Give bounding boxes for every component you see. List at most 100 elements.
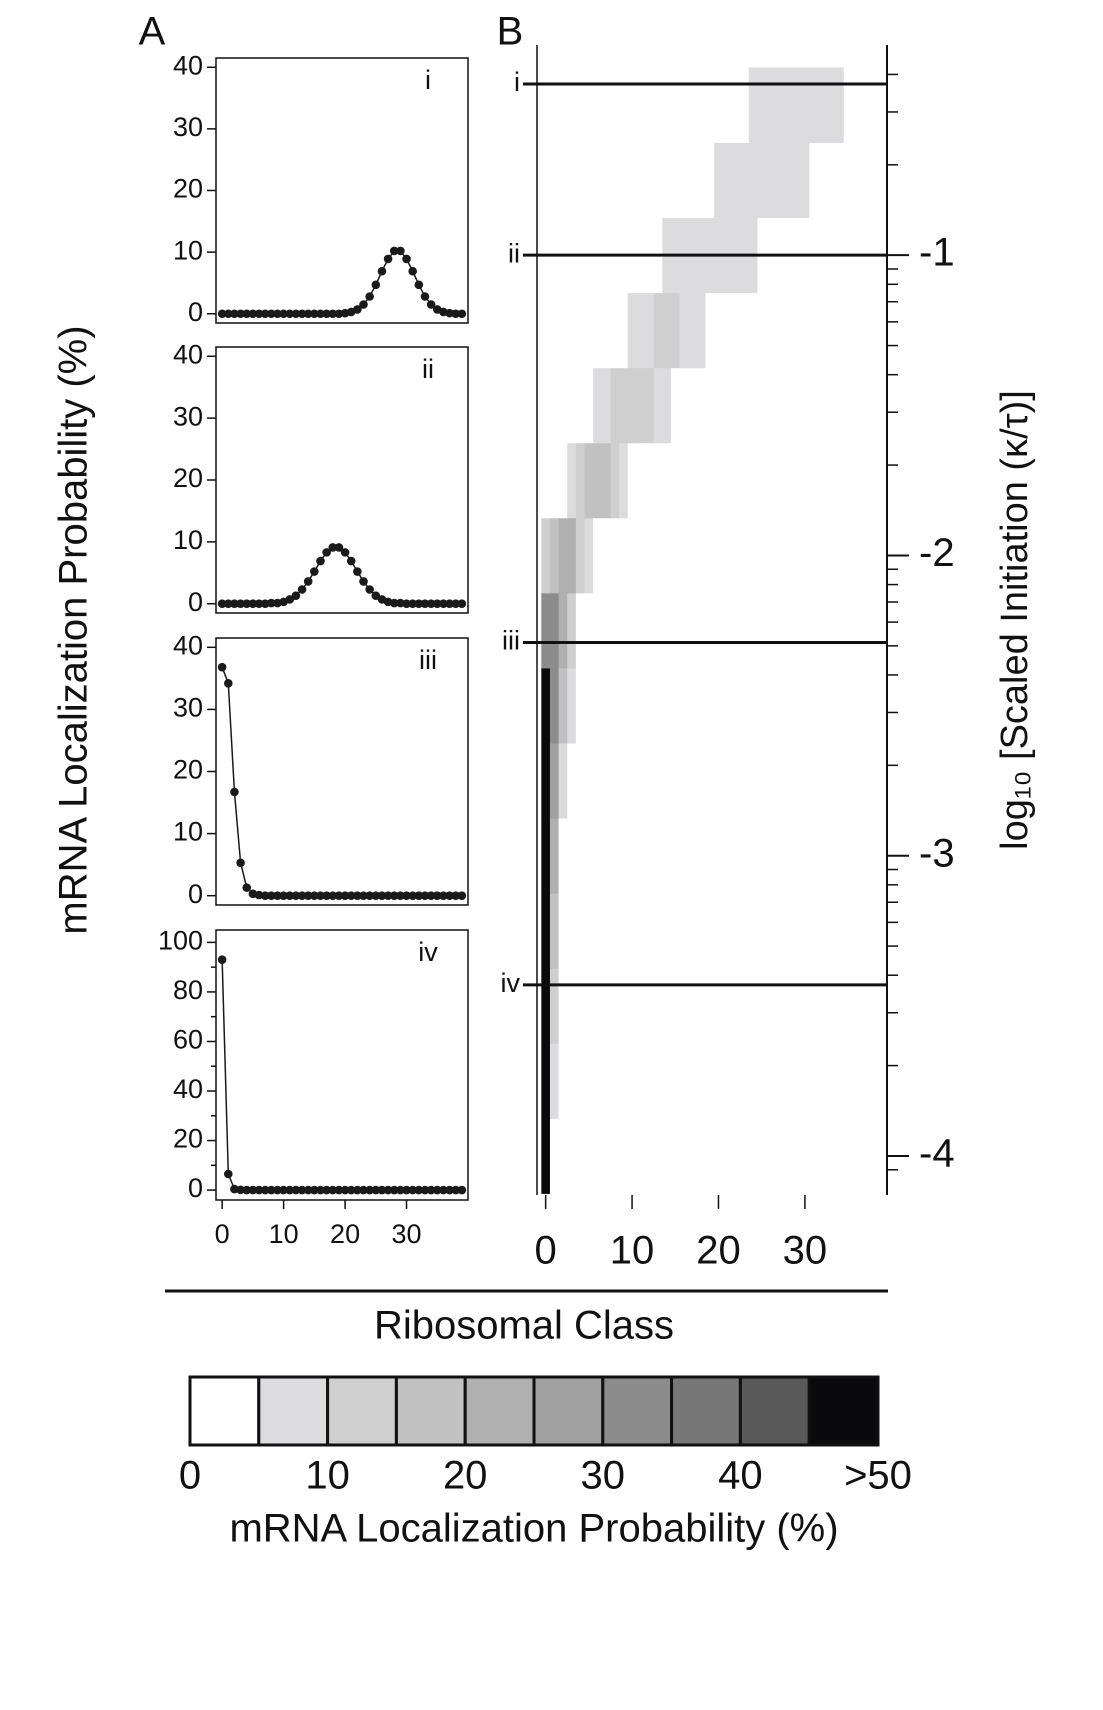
heat-cell [731, 367, 741, 444]
heat-cell [636, 1118, 646, 1194]
x-tick-label: 30 [783, 1229, 828, 1273]
data-point [396, 891, 405, 900]
heat-cell [843, 818, 853, 894]
data-point [285, 1185, 295, 1195]
data-point [297, 585, 307, 594]
heat-cell [852, 968, 862, 1044]
data-point [346, 891, 356, 900]
heat-cell [809, 818, 819, 894]
heat-cell [645, 517, 655, 594]
heat-cell [869, 67, 879, 143]
heat-cell [800, 743, 810, 819]
heat-cell [878, 142, 888, 219]
data-point [230, 599, 239, 609]
heat-cell [757, 367, 767, 444]
heat-cell [817, 968, 827, 1044]
heat-cell [878, 1043, 888, 1119]
heat-cell [783, 142, 793, 219]
data-point [297, 891, 307, 900]
heat-cell [869, 893, 879, 969]
heat-cell [800, 442, 810, 519]
heat-cell [826, 292, 836, 369]
heat-cell [558, 668, 568, 744]
heat-cell [731, 893, 741, 969]
data-point [248, 599, 258, 609]
heat-cell [670, 442, 680, 519]
heat-cell [852, 668, 862, 744]
y-tick-label: 40 [173, 50, 203, 80]
heat-cell [791, 893, 801, 969]
data-line [221, 666, 462, 897]
heat-cell [558, 67, 568, 143]
heat-cell [757, 743, 767, 819]
heat-cell [619, 367, 629, 444]
data-point [279, 309, 288, 319]
heat-cell [740, 1118, 750, 1194]
heat-cell [705, 442, 715, 519]
heat-cell [567, 142, 577, 219]
heat-cell [869, 367, 879, 444]
heat-cell [688, 668, 698, 744]
data-point [217, 309, 227, 319]
heat-cell [722, 442, 732, 519]
data-point [334, 1185, 344, 1195]
colorbar-tick-label: 40 [718, 1454, 763, 1498]
heat-cell [740, 1043, 750, 1119]
heat-cell [766, 818, 776, 894]
heat-cell [619, 968, 629, 1044]
heat-cell [696, 142, 706, 219]
heat-cell [748, 893, 758, 969]
data-point [297, 1185, 307, 1195]
x-tick-label: 0 [535, 1229, 557, 1273]
data-point [408, 1185, 417, 1195]
heat-cell [878, 668, 888, 744]
heat-cell [610, 743, 620, 819]
heat-cell [541, 592, 551, 669]
heat-cell [558, 743, 568, 819]
heat-cell [826, 668, 836, 744]
heat-cell [817, 292, 827, 369]
heat-cell [662, 1118, 672, 1194]
heat-cell [826, 442, 836, 519]
y-tick-label: 60 [173, 1025, 203, 1055]
heat-cell [835, 743, 845, 819]
heat-cell [549, 668, 560, 744]
data-point [328, 309, 338, 319]
data-point [236, 858, 245, 868]
heat-cell [662, 592, 672, 669]
heat-cell [714, 442, 724, 519]
heat-cell [696, 968, 706, 1044]
heat-cell [541, 67, 551, 143]
heat-cell [714, 517, 724, 594]
data-point [310, 309, 319, 319]
heat-cell [584, 292, 594, 369]
heat-cell [757, 1043, 767, 1119]
data-point [420, 891, 430, 900]
heat-cell [817, 1118, 827, 1194]
heat-cell [748, 517, 758, 594]
heat-cell [852, 818, 862, 894]
heat-cell [817, 893, 827, 969]
heat-cell [696, 668, 706, 744]
heat-cell [835, 1118, 845, 1194]
heat-cell [774, 818, 784, 894]
heat-cell [766, 517, 776, 594]
data-point [322, 891, 331, 900]
data-point [408, 266, 417, 276]
heat-cell [541, 1043, 551, 1119]
data-point [365, 292, 374, 301]
heat-cell [852, 1118, 862, 1194]
data-point [322, 309, 331, 319]
heat-cell [610, 893, 620, 969]
heat-cell [601, 67, 611, 143]
data-point [223, 599, 233, 609]
heat-cell [740, 592, 750, 669]
heat-cell [731, 968, 741, 1044]
heat-cell [688, 1043, 698, 1119]
data-point [254, 599, 264, 609]
heat-cell [679, 968, 689, 1044]
heat-cell [757, 292, 767, 369]
heat-cell [740, 668, 750, 744]
data-point [297, 309, 307, 319]
heat-cell [817, 517, 827, 594]
